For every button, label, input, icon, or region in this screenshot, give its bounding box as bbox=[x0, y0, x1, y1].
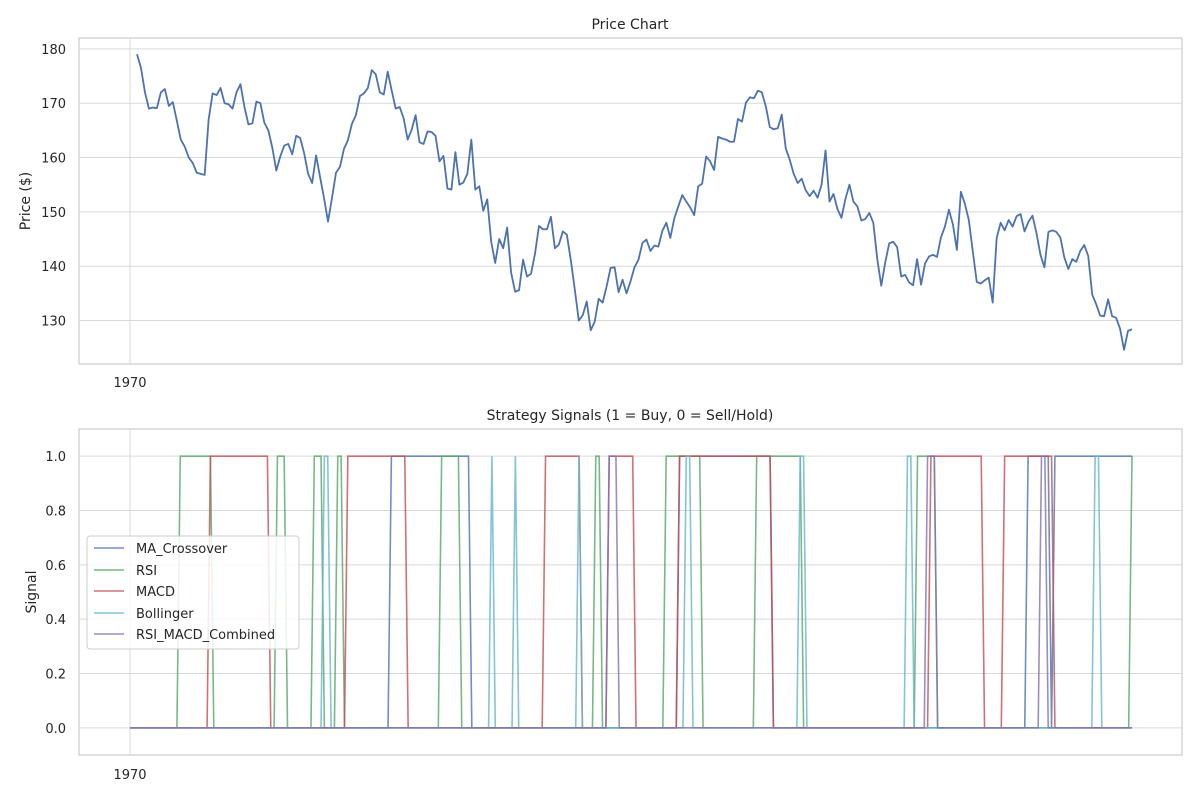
legend-label-macd: MACD bbox=[136, 585, 175, 600]
price-y-axis-label: Price ($) bbox=[18, 172, 34, 230]
price-line bbox=[136, 54, 1133, 351]
price-y-ticks: 130 140 150 160 170 180 bbox=[41, 43, 66, 330]
signals-y-tick-label: 0.4 bbox=[45, 613, 66, 628]
signals-chart-panel: 0.0 0.2 0.4 0.6 0.8 1.0 Strategy Signals (1 =… bbox=[24, 408, 1183, 783]
price-y-tick-label: 180 bbox=[41, 43, 66, 58]
legend-entry-bollinger: Bollinger bbox=[94, 607, 194, 622]
legend-label-bollinger: Bollinger bbox=[136, 607, 194, 622]
price-x-tick-label: 1970 bbox=[113, 376, 146, 391]
signals-y-axis-label: Signal bbox=[24, 570, 40, 613]
signals-x-tick-label: 1970 bbox=[113, 768, 146, 783]
legend-entry-rsi: RSI bbox=[94, 564, 157, 579]
signals-y-tick-label: 1.0 bbox=[45, 450, 66, 465]
legend-label-ma-crossover: MA_Crossover bbox=[136, 542, 228, 557]
legend-label-rsi-macd-combined: RSI_MACD_Combined bbox=[136, 628, 275, 643]
price-plot-frame bbox=[78, 37, 1183, 365]
signals-legend: MA_Crossover RSI MACD Bollinger RSI_MACD… bbox=[86, 535, 300, 650]
legend-box bbox=[86, 535, 300, 650]
legend-entry-macd: MACD bbox=[94, 585, 175, 600]
signals-chart-title: Strategy Signals (1 = Buy, 0 = Sell/Hold… bbox=[487, 408, 774, 424]
price-y-tick-label: 150 bbox=[41, 206, 66, 221]
price-chart-title: Price Chart bbox=[591, 17, 669, 33]
signals-y-tick-label: 0.2 bbox=[45, 668, 66, 683]
signals-y-tick-label: 0.6 bbox=[45, 559, 66, 574]
price-chart-panel: 130 140 150 160 170 180 Price Chart Price ($)… bbox=[18, 17, 1183, 391]
price-y-tick-label: 140 bbox=[41, 260, 66, 275]
price-gridlines bbox=[79, 38, 1182, 364]
signals-y-ticks: 0.0 0.2 0.4 0.6 0.8 1.0 bbox=[45, 450, 66, 737]
price-y-tick-label: 130 bbox=[41, 315, 66, 330]
price-y-tick-label: 160 bbox=[41, 152, 66, 167]
signal-line-rsi-macd-combined bbox=[130, 455, 1132, 729]
price-series bbox=[136, 54, 1133, 351]
signals-series bbox=[130, 455, 1133, 729]
signals-y-tick-label: 0.0 bbox=[45, 722, 66, 737]
legend-entry-rsi-macd-combined: RSI_MACD_Combined bbox=[94, 628, 275, 643]
legend-entry-ma-crossover: MA_Crossover bbox=[94, 542, 228, 557]
legend-label-rsi: RSI bbox=[136, 564, 157, 579]
signals-y-tick-label: 0.8 bbox=[45, 505, 66, 520]
price-y-tick-label: 170 bbox=[41, 97, 66, 112]
